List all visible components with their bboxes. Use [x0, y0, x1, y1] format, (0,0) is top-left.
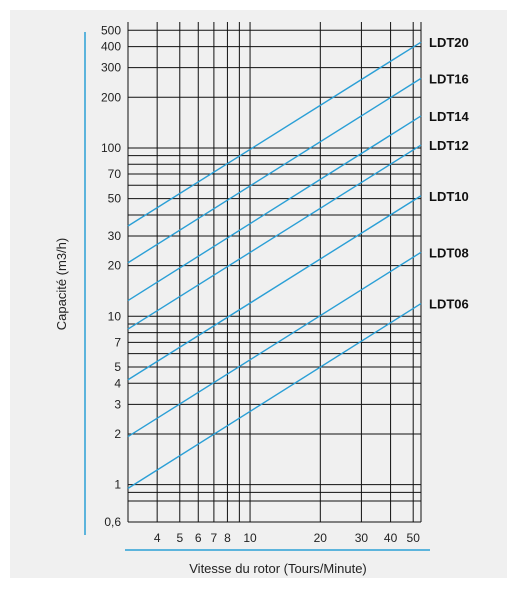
y-tick-label-20: 20 [108, 259, 122, 273]
y-tick-label-5: 5 [114, 360, 121, 374]
x-axis-title: Vitesse du rotor (Tours/Minute) [189, 561, 367, 576]
y-tick-label-500: 500 [101, 23, 121, 37]
x-tick-label-50: 50 [407, 531, 421, 545]
x-tick-label-20: 20 [314, 531, 328, 545]
y-tick-label-70: 70 [108, 167, 122, 181]
series-label-ldt08: LDT08 [429, 245, 469, 260]
x-tick-label-5: 5 [176, 531, 183, 545]
y-tick-label-7: 7 [114, 335, 121, 349]
series-line-ldt12 [127, 144, 422, 330]
series-label-ldt12: LDT12 [429, 138, 469, 153]
y-tick-label-1: 1 [114, 478, 121, 492]
y-tick-label-200: 200 [101, 90, 121, 104]
y-tick-label-4: 4 [114, 376, 121, 390]
x-tick-label-40: 40 [384, 531, 398, 545]
y-tick-label-2: 2 [114, 427, 121, 441]
x-tick-label-30: 30 [355, 531, 369, 545]
grid-layer [128, 22, 421, 523]
x-tick-label-4: 4 [154, 531, 161, 545]
chart-panel: 0,6 1 2 3 4 5 7 10 20 30 50 70 100 200 300 400 500 4 5 6 7 8 1… [10, 10, 507, 578]
series-label-ldt16: LDT16 [429, 71, 469, 86]
y-tick-label-30: 30 [108, 229, 122, 243]
series-line-ldt20 [127, 41, 422, 227]
y-tick-label-300: 300 [101, 61, 121, 75]
series-line-ldt16 [127, 77, 422, 264]
series-label-ldt10: LDT10 [429, 189, 469, 204]
x-tick-label-8: 8 [224, 531, 231, 545]
series-line-ldt06 [127, 302, 422, 489]
y-tick-label-0-6: 0,6 [104, 515, 121, 529]
series-label-ldt14: LDT14 [429, 109, 470, 124]
series-label-ldt20: LDT20 [429, 35, 469, 50]
series-label-ldt06: LDT06 [429, 297, 469, 312]
series-line-ldt10 [127, 195, 422, 381]
y-axis-title: Capacité (m3/h) [54, 238, 69, 330]
series-layer [127, 41, 422, 489]
y-tick-label-100: 100 [101, 141, 121, 155]
x-tick-label-10: 10 [243, 531, 257, 545]
y-tick-label-3: 3 [114, 397, 121, 411]
y-tick-label-10: 10 [108, 309, 122, 323]
x-tick-label-6: 6 [195, 531, 202, 545]
axis-layer [84, 22, 430, 551]
x-tick-label-7: 7 [211, 531, 218, 545]
series-line-ldt14 [127, 115, 422, 302]
y-tick-label-50: 50 [108, 192, 122, 206]
series-line-ldt08 [127, 251, 422, 438]
y-tick-label-400: 400 [101, 40, 121, 54]
